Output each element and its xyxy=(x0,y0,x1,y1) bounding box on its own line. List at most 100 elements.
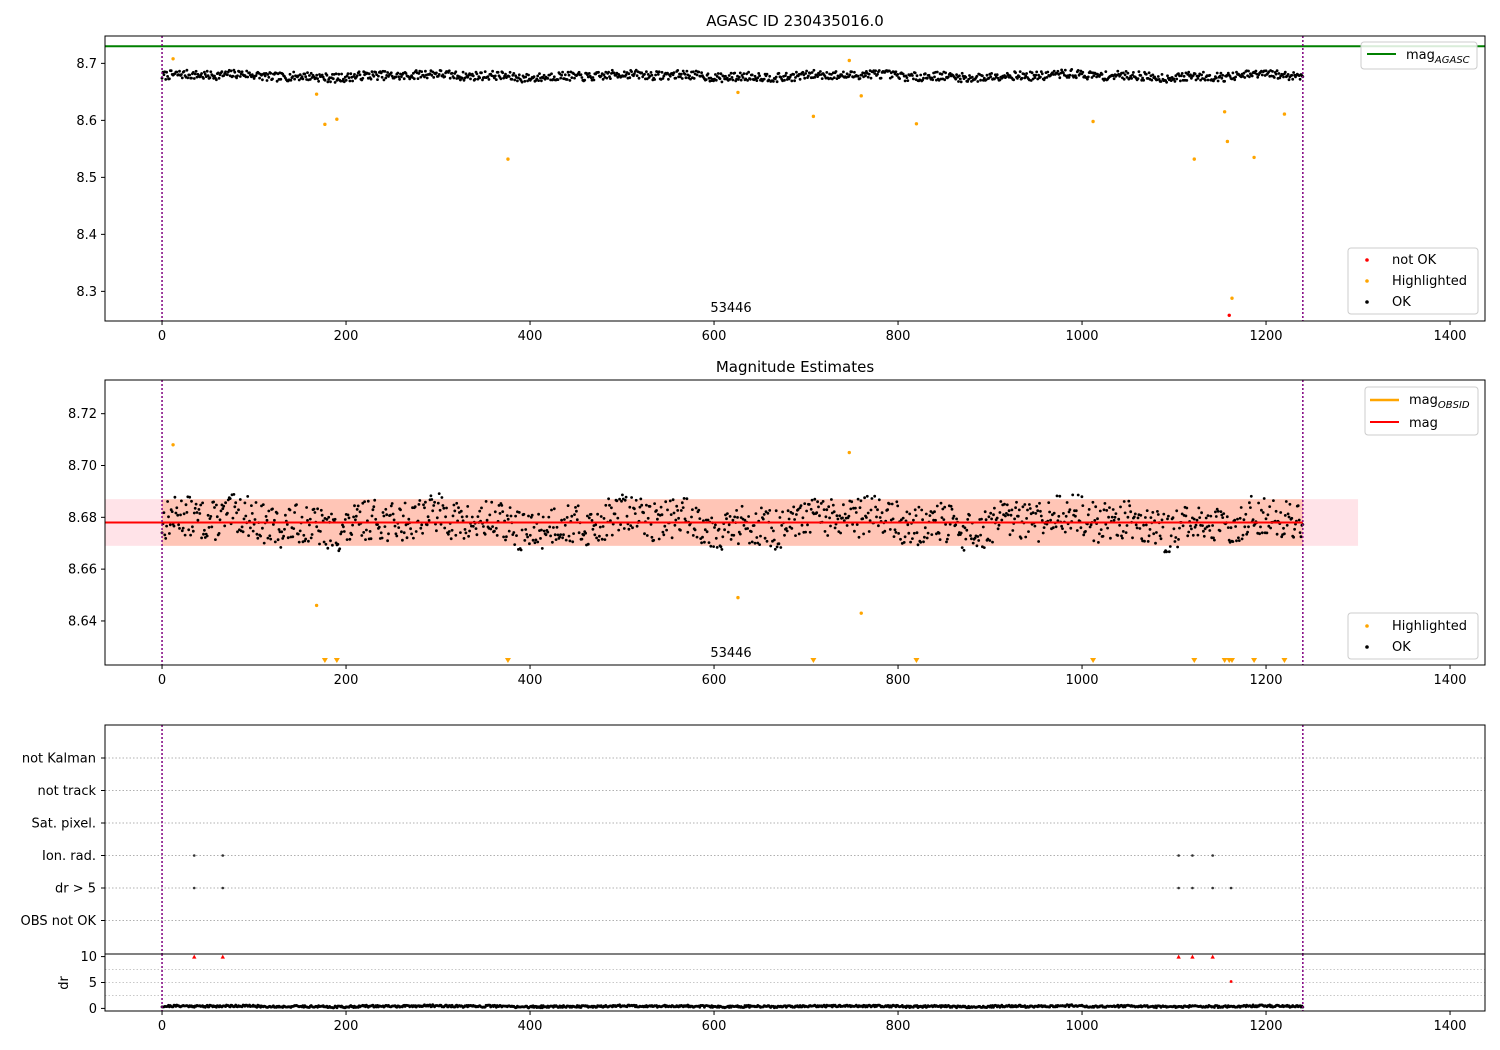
magnitude-ok-point xyxy=(828,516,831,520)
magnitude-ok-point xyxy=(172,524,176,528)
agasc-ok-point xyxy=(1220,76,1224,80)
agasc-ok-point xyxy=(1141,76,1144,80)
magnitude-ok-point xyxy=(787,517,791,521)
agasc-ok-point xyxy=(894,70,898,74)
agasc-ok-point xyxy=(567,73,571,77)
agasc-ok-point xyxy=(309,71,313,75)
magnitude-ok-point xyxy=(424,500,427,504)
agasc-ok-point xyxy=(483,70,487,73)
agasc-ok-point xyxy=(563,73,567,77)
magnitude-ytick-label: 8.66 xyxy=(68,563,97,578)
magnitude-ok-point xyxy=(785,529,789,533)
agasc-ok-point xyxy=(1147,71,1151,75)
magnitude-ok-point xyxy=(560,518,563,522)
agasc-ok-point xyxy=(200,72,204,75)
magnitude-ok-point xyxy=(1251,518,1255,521)
magnitude-ok-point xyxy=(1215,507,1219,511)
agasc-ok-point xyxy=(653,78,656,81)
magnitude-ok-point xyxy=(1274,509,1278,513)
magnitude-ok-point xyxy=(835,514,839,518)
agasc-ok-point xyxy=(667,77,670,81)
agasc-ok-point xyxy=(825,71,829,74)
magnitude-ok-point xyxy=(584,531,587,535)
agasc-point-legend[interactable]: not OK Highlighted OK xyxy=(1347,247,1479,315)
magnitude-ok-point xyxy=(502,535,505,539)
legend-label-mag-agasc-main: mag xyxy=(1406,48,1435,63)
magnitude-ok-point xyxy=(354,514,358,518)
magnitude-ok-point xyxy=(703,528,707,532)
magnitude-ok-point xyxy=(1025,517,1028,520)
agasc-ok-point xyxy=(801,70,805,74)
magnitude-ok-point xyxy=(607,497,610,501)
magnitude-ok-point xyxy=(912,518,915,522)
magnitude-ok-point xyxy=(737,542,740,546)
magnitude-ok-point xyxy=(575,509,578,513)
agasc-ok-point xyxy=(291,75,295,78)
agasc-ok-point xyxy=(933,75,936,79)
magnitude-ok-point xyxy=(1151,511,1155,514)
magnitude-ok-point xyxy=(1180,512,1184,516)
agasc-ok-point xyxy=(943,78,947,82)
out-of-range-marker xyxy=(1090,658,1097,663)
magnitude-ok-point xyxy=(490,500,494,504)
agasc-ok-point xyxy=(919,73,923,77)
magnitude-ok-point xyxy=(1037,540,1040,543)
magnitude-ok-point xyxy=(938,538,942,541)
agasc-ok-point xyxy=(674,76,678,80)
agasc-ok-point xyxy=(756,76,760,80)
magnitude-ok-point xyxy=(1084,530,1087,533)
agasc-ok-point xyxy=(454,70,458,74)
agasc-ok-point xyxy=(637,76,641,80)
magnitude-ok-point xyxy=(1245,532,1249,536)
magnitude-ok-point xyxy=(977,539,981,542)
agasc-ok-point xyxy=(400,75,403,79)
agasc-ok-point xyxy=(1035,70,1039,74)
agasc-ok-point xyxy=(1179,74,1183,78)
agasc-ok-point xyxy=(570,76,574,79)
magnitude-ok-point xyxy=(950,507,954,511)
magnitude-ok-point xyxy=(528,542,531,546)
magnitude-ok-point xyxy=(275,511,279,515)
magnitude-ok-point xyxy=(721,535,725,539)
magnitude-ok-point xyxy=(755,536,759,539)
magnitude-ok-point xyxy=(675,504,679,508)
magnitude-ok-point xyxy=(888,528,892,531)
magnitude-ok-point xyxy=(1240,537,1244,541)
magnitude-point-legend[interactable]: Highlighted OK xyxy=(1347,612,1479,660)
magnitude-ok-point xyxy=(1249,494,1253,498)
agasc-ok-point xyxy=(1067,76,1071,79)
agasc-ok-point xyxy=(630,70,633,73)
magnitude-ok-point xyxy=(591,527,595,531)
agasc-line-legend[interactable]: magAGASC xyxy=(1360,41,1478,70)
agasc-ok-point xyxy=(927,73,931,77)
magnitude-ok-point xyxy=(320,513,324,517)
magnitude-highlighted-point xyxy=(859,611,863,615)
magnitude-ok-point xyxy=(480,506,483,510)
agasc-ok-point xyxy=(461,70,465,74)
magnitude-ok-point xyxy=(729,538,733,541)
magnitude-ok-point xyxy=(908,512,912,516)
magnitude-line-legend[interactable]: magOBSID mag xyxy=(1364,386,1479,436)
agasc-ok-point xyxy=(692,77,696,80)
magnitude-ok-point xyxy=(854,506,857,510)
magnitude-ok-point xyxy=(668,499,672,503)
magnitude-ok-point xyxy=(520,528,524,532)
magnitude-ok-point xyxy=(861,517,865,521)
magnitude-ok-point xyxy=(532,525,536,529)
agasc-ok-point xyxy=(697,70,701,74)
magnitude-ok-point xyxy=(351,523,354,527)
magnitude-ok-point xyxy=(1261,511,1265,514)
magnitude-ok-point xyxy=(671,498,675,502)
magnitude-ok-point xyxy=(511,533,515,536)
agasc-ok-point xyxy=(561,70,564,74)
magnitude-ok-point xyxy=(459,509,463,513)
magnitude-ok-point xyxy=(598,525,602,529)
magnitude-ok-point xyxy=(695,535,699,539)
agasc-panel: AGASC ID 230435016.0 0 200 400 600 800 1000 12… xyxy=(76,12,1486,344)
agasc-ok-point xyxy=(394,75,398,79)
agasc-ok-point xyxy=(1172,77,1176,81)
agasc-ok-point xyxy=(386,71,389,74)
agasc-ok-point xyxy=(1024,74,1028,78)
agasc-ok-point xyxy=(245,69,249,73)
magnitude-ok-point xyxy=(533,541,537,545)
